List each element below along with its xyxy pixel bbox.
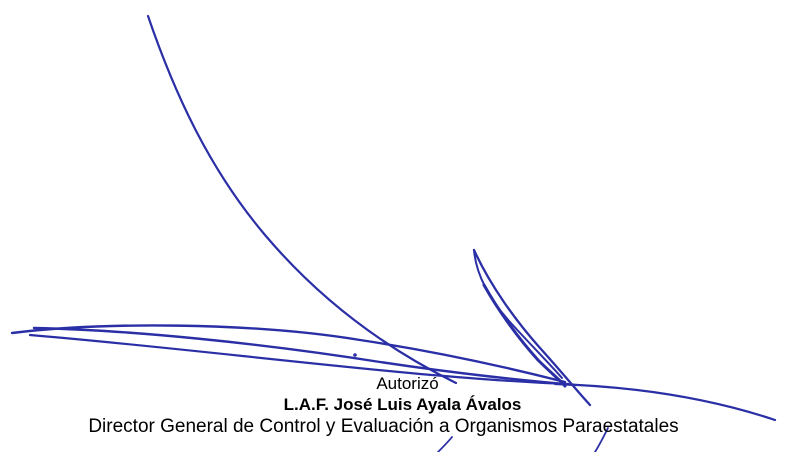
signature-stroke-sweep-upper [10,324,567,384]
signature-label: Autorizó [376,374,439,393]
signatory-title: Director General de Control y Evaluación… [88,416,679,437]
signature-stroke-tail [553,382,777,422]
signature-stroke-loop-return [473,249,563,379]
signature-stroke-diagonal [146,14,458,385]
signature-stroke-sweep-middle [32,326,577,387]
signature-block: Autorizó L.A.F. José Luis Ayala Ávalos D… [0,374,785,438]
signature-stroke-loop-outer [472,248,592,407]
signature-dot [353,353,357,357]
signature-stroke-flick-right [594,427,609,452]
signature-stroke-sweep-lower [28,333,570,386]
signatory-name: L.A.F. José Luis Ayala Ávalos [283,395,522,414]
signature-strokes [10,14,777,452]
signature-stroke-flick-left [437,436,453,452]
